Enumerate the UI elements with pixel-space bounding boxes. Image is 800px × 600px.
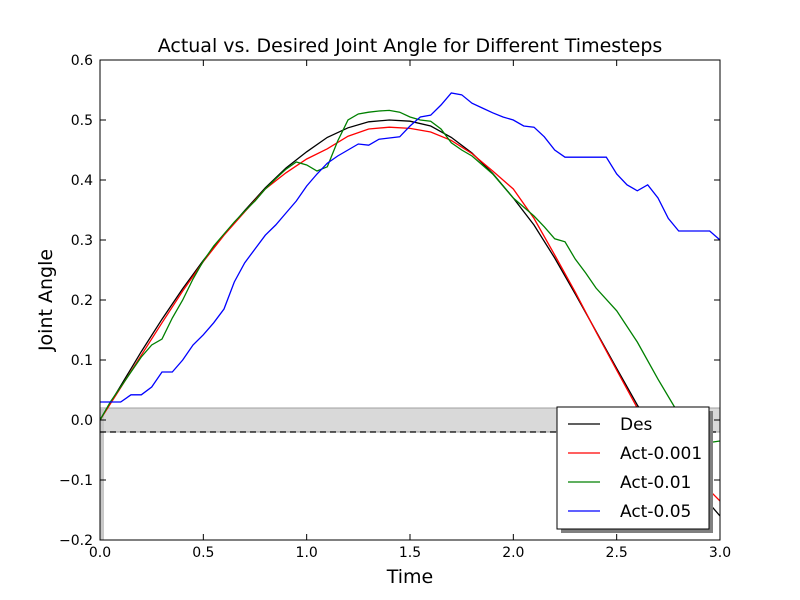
y-tick-label: 0.4 [71, 173, 93, 189]
band-left-edge [100, 408, 104, 540]
y-tick-label: −0.2 [59, 533, 93, 549]
y-tick-label: 0.2 [71, 293, 93, 309]
legend-label: Act-0.01 [620, 473, 691, 493]
legend: Des Act-0.001 Act-0.01 Act-0.05 [556, 406, 713, 533]
x-tick-label: 3.0 [709, 545, 731, 561]
x-tick-label: 1.0 [296, 545, 318, 561]
x-tick-label: 2.5 [606, 545, 628, 561]
series-line-act-0-01 [100, 109, 720, 445]
y-tick-label: 0.3 [71, 233, 93, 249]
x-axis-label: Time [386, 566, 434, 588]
x-tick-label: 2.0 [502, 545, 524, 561]
x-tick-label: 0.5 [192, 545, 214, 561]
axis-ticks: 0.0 0.5 1.0 1.5 2.0 2.5 3.0 −0.2 −0.1 0.0 0.1 0.2 0.… [59, 53, 731, 561]
y-axis-label: Joint Angle [35, 249, 57, 352]
y-tick-label: 0.1 [71, 353, 93, 369]
x-tick-label: 1.5 [399, 545, 421, 561]
y-tick-label: 0.0 [71, 413, 93, 429]
y-tick-label: −0.1 [59, 473, 93, 489]
y-tick-label: 0.5 [71, 113, 93, 129]
y-tick-label: 0.6 [71, 53, 93, 69]
legend-label: Act-0.05 [620, 502, 691, 522]
series-line-act-0-05 [100, 92, 720, 403]
legend-label: Des [620, 415, 653, 435]
x-tick-label: 0.0 [89, 545, 111, 561]
chart-title: Actual vs. Desired Joint Angle for Diffe… [158, 35, 663, 57]
legend-label: Act-0.001 [620, 444, 702, 464]
legend-box [556, 406, 710, 530]
